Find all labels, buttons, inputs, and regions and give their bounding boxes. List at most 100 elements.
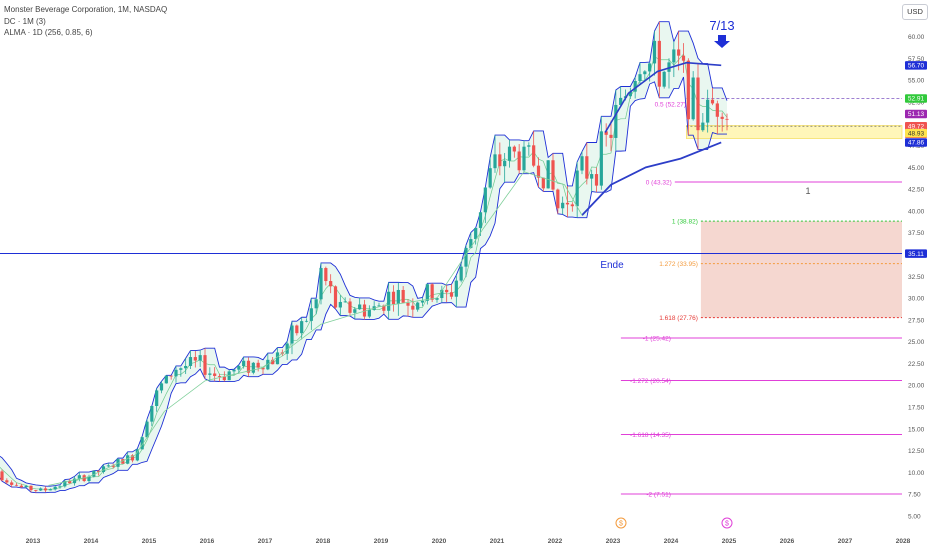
- candle-body[interactable]: [440, 289, 444, 299]
- candle-body[interactable]: [469, 239, 473, 248]
- candle-body[interactable]: [599, 131, 603, 186]
- candle-body[interactable]: [271, 359, 275, 365]
- candle-body[interactable]: [648, 63, 652, 72]
- candle-body[interactable]: [135, 449, 139, 461]
- candle-body[interactable]: [29, 485, 33, 491]
- candle-body[interactable]: [633, 80, 637, 92]
- candle-body[interactable]: [285, 343, 289, 354]
- candle-body[interactable]: [324, 268, 328, 282]
- candle-body[interactable]: [691, 77, 695, 120]
- candle-body[interactable]: [290, 325, 294, 344]
- candle-body[interactable]: [715, 103, 719, 117]
- candle-body[interactable]: [343, 301, 347, 303]
- candle-body[interactable]: [295, 325, 299, 334]
- earnings-event-icon[interactable]: [615, 517, 627, 529]
- candle-body[interactable]: [256, 362, 260, 368]
- candle-body[interactable]: [532, 145, 536, 166]
- candle-body[interactable]: [396, 289, 400, 305]
- candle-body[interactable]: [34, 490, 38, 491]
- candle-body[interactable]: [203, 355, 207, 375]
- candle-body[interactable]: [5, 480, 9, 483]
- candle-body[interactable]: [672, 49, 676, 63]
- candle-body[interactable]: [604, 131, 608, 135]
- candle-body[interactable]: [304, 320, 309, 322]
- candle-body[interactable]: [551, 160, 555, 190]
- candle-body[interactable]: [677, 49, 681, 56]
- candle-body[interactable]: [474, 227, 478, 240]
- candle-body[interactable]: [696, 77, 700, 131]
- currency-button[interactable]: USD: [902, 4, 928, 20]
- candle-body[interactable]: [590, 174, 594, 179]
- candle-body[interactable]: [556, 189, 560, 209]
- candle-body[interactable]: [140, 437, 144, 450]
- candle-body[interactable]: [261, 367, 265, 370]
- candle-body[interactable]: [275, 352, 280, 365]
- candle-body[interactable]: [309, 308, 313, 321]
- candle-body[interactable]: [232, 369, 236, 372]
- candle-body[interactable]: [391, 291, 396, 305]
- candle-body[interactable]: [164, 375, 168, 384]
- candle-body[interactable]: [382, 305, 386, 311]
- candle-body[interactable]: [652, 40, 657, 64]
- candle-body[interactable]: [546, 160, 550, 189]
- candle-body[interactable]: [338, 301, 342, 308]
- candle-body[interactable]: [184, 365, 188, 369]
- legend-alma-indicator[interactable]: ALMA · 1D (256, 0.85, 6): [4, 28, 93, 37]
- candle-body[interactable]: [208, 373, 212, 375]
- candle-body[interactable]: [478, 212, 483, 228]
- legend-symbol[interactable]: Monster Beverage Corporation, 1M, NASDAQ: [4, 5, 168, 14]
- candle-body[interactable]: [541, 177, 545, 189]
- candle-body[interactable]: [14, 484, 19, 486]
- candle-body[interactable]: [179, 368, 183, 370]
- candle-body[interactable]: [570, 204, 574, 207]
- candle-body[interactable]: [411, 305, 415, 310]
- candle-body[interactable]: [706, 99, 710, 123]
- candle-body[interactable]: [416, 302, 420, 310]
- candle-body[interactable]: [198, 355, 202, 361]
- candle-body[interactable]: [39, 488, 43, 491]
- candle-body[interactable]: [319, 268, 323, 300]
- candle-body[interactable]: [536, 165, 541, 178]
- candle-body[interactable]: [145, 421, 149, 438]
- candle-body[interactable]: [701, 122, 705, 131]
- candle-body[interactable]: [300, 321, 304, 334]
- candle-body[interactable]: [681, 55, 686, 61]
- candle-body[interactable]: [367, 309, 371, 317]
- candle-body[interactable]: [377, 305, 381, 307]
- candle-body[interactable]: [43, 488, 48, 491]
- candle-body[interactable]: [111, 465, 115, 467]
- candle-body[interactable]: [237, 366, 241, 370]
- candle-body[interactable]: [19, 485, 23, 488]
- candle-body[interactable]: [454, 280, 458, 297]
- candle-body[interactable]: [503, 160, 507, 167]
- candle-body[interactable]: [213, 373, 217, 376]
- candle-body[interactable]: [493, 154, 497, 169]
- candle-body[interactable]: [575, 170, 579, 207]
- candle-body[interactable]: [445, 289, 449, 293]
- candle-body[interactable]: [488, 168, 492, 188]
- candle-body[interactable]: [459, 266, 463, 281]
- candle-body[interactable]: [24, 485, 28, 488]
- candle-body[interactable]: [686, 60, 690, 120]
- candle-body[interactable]: [517, 151, 521, 171]
- candle-body[interactable]: [87, 476, 91, 481]
- candle-body[interactable]: [63, 480, 67, 487]
- candle-body[interactable]: [643, 71, 647, 75]
- candle-body[interactable]: [619, 97, 623, 105]
- candle-body[interactable]: [126, 455, 130, 464]
- candle-body[interactable]: [720, 116, 724, 119]
- candle-body[interactable]: [401, 289, 405, 303]
- candle-body[interactable]: [251, 362, 255, 373]
- candle-body[interactable]: [594, 174, 599, 186]
- candle-body[interactable]: [420, 300, 425, 303]
- candle-body[interactable]: [329, 281, 333, 287]
- candle-body[interactable]: [512, 146, 516, 152]
- candle-body[interactable]: [725, 118, 729, 120]
- candle-body[interactable]: [130, 455, 135, 461]
- candle-body[interactable]: [585, 156, 589, 179]
- candle-body[interactable]: [565, 202, 570, 205]
- candle-body[interactable]: [561, 202, 565, 209]
- candle-body[interactable]: [425, 284, 429, 301]
- candle-body[interactable]: [710, 99, 715, 104]
